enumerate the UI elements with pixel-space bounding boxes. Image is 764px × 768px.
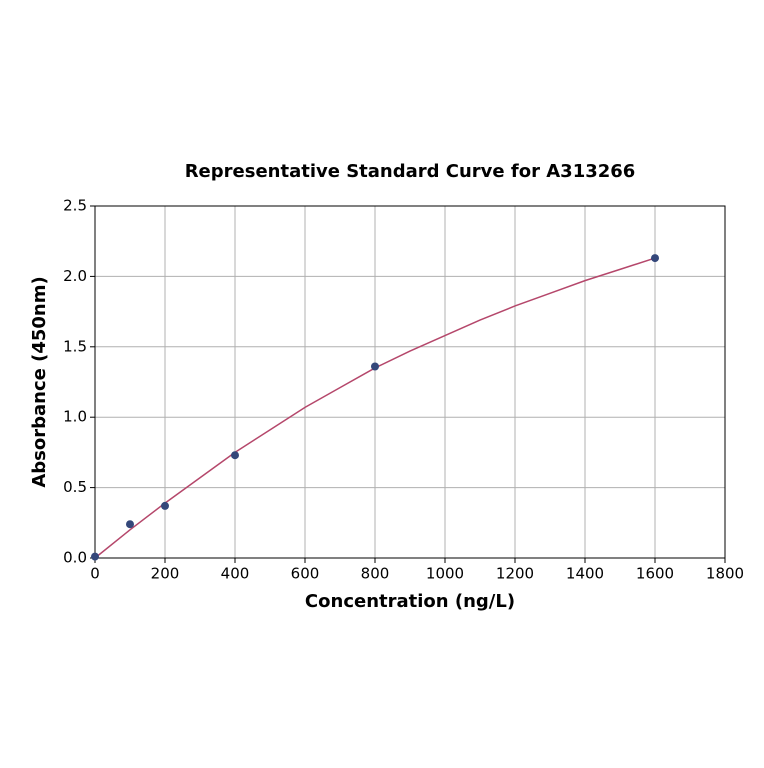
data-point	[91, 552, 99, 561]
x-tick-label: 1600	[636, 565, 674, 583]
x-tick-label: 800	[361, 565, 390, 583]
x-tick-label: 1200	[496, 565, 534, 583]
y-tick-label: 1.5	[63, 337, 87, 355]
x-tick-label: 400	[221, 565, 250, 583]
x-tick-label: 0	[90, 565, 100, 583]
y-tick-label: 2.0	[63, 267, 87, 285]
x-tick-label: 200	[151, 565, 180, 583]
data-point	[161, 501, 169, 510]
data-point	[371, 362, 379, 371]
chart-title: Representative Standard Curve for A31326…	[185, 161, 636, 182]
y-tick-label: 1.0	[63, 408, 87, 426]
x-tick-label: 1800	[706, 565, 744, 583]
plot-frame	[94, 205, 726, 559]
y-tick-label: 2.5	[63, 197, 87, 215]
x-tick-label: 1400	[566, 565, 604, 583]
y-axis-label: Absorbance (450nm)	[29, 276, 50, 487]
data-point	[231, 451, 239, 460]
y-tick-label: 0.0	[63, 549, 87, 567]
y-tick-label: 0.5	[63, 478, 87, 496]
data-point	[651, 254, 659, 263]
x-axis-label: Concentration (ng/L)	[305, 591, 515, 612]
data-point	[126, 520, 134, 529]
x-tick-label: 1000	[426, 565, 464, 583]
x-tick-label: 600	[291, 565, 320, 583]
